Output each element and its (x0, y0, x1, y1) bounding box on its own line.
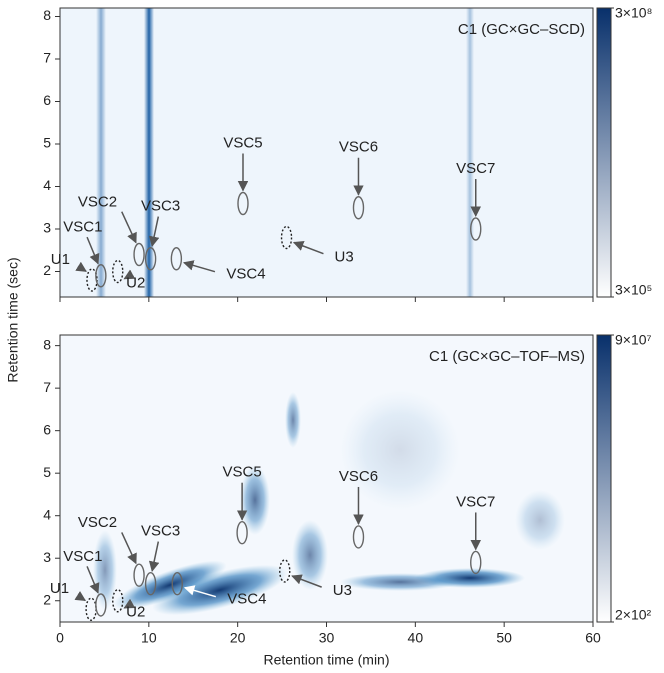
peak-label: VSC4 (226, 266, 265, 283)
y-tick-label: 2 (43, 262, 51, 278)
annotation-arrow (123, 598, 136, 609)
peak-label: VSC7 (456, 493, 495, 510)
y-tick-label: 5 (43, 464, 51, 480)
annotation-arrow (86, 566, 100, 594)
annotation-arrow (183, 585, 217, 598)
annotation-arrow (121, 211, 137, 244)
peak-marker (279, 559, 291, 583)
panel-title: C1 (GC×GC–TOF–MS) (429, 348, 585, 365)
peak-marker (144, 572, 157, 596)
colorbar (596, 7, 612, 298)
peak-label: VSC6 (339, 139, 378, 156)
peak-marker (470, 217, 482, 241)
peak-marker (133, 563, 145, 587)
annotation-arrow (121, 532, 137, 565)
peak-marker (112, 259, 124, 284)
peak-label: U2 (126, 604, 145, 621)
peak-marker (95, 593, 107, 617)
y-tick-label: 4 (43, 177, 51, 193)
peak-label: U1 (50, 580, 69, 597)
y-tick-label: 7 (43, 379, 51, 395)
colorbar-tick-label: 9×10⁷ (615, 332, 652, 348)
annotation-arrow (291, 574, 322, 588)
heatmap-blobs (93, 390, 565, 616)
peak-marker (352, 525, 365, 549)
peak-marker (95, 264, 107, 288)
peak-label: VSC3 (141, 523, 180, 540)
annotation-arrow (86, 236, 100, 265)
y-tick-label: 6 (43, 421, 51, 437)
x-tick-label: 60 (585, 630, 601, 646)
y-axis-label: Retention time (sec) (5, 257, 21, 382)
peak-label: U3 (333, 582, 352, 599)
peak-marker (170, 247, 183, 271)
y-tick-label: 3 (43, 549, 51, 565)
y-tick-label: 6 (43, 92, 51, 108)
peak-label: VSC5 (223, 134, 262, 151)
peak-label: VSC5 (223, 464, 262, 481)
peak-label: U3 (335, 248, 354, 265)
panel-title: C1 (GC×GC–SCD) (458, 21, 585, 38)
heatmap-background (60, 8, 593, 297)
peak-marker (237, 191, 249, 216)
x-tick-label: 10 (141, 630, 157, 646)
peak-label: VSC6 (339, 468, 378, 485)
peak-label: VSC7 (456, 160, 495, 177)
peak-marker (86, 268, 98, 292)
x-tick-label: 30 (319, 630, 335, 646)
annotation-arrow (123, 269, 136, 280)
y-tick-label: 4 (43, 506, 51, 522)
heatmap-streak (96, 8, 106, 297)
y-tick-label: 5 (43, 135, 51, 151)
annotation-arrow (74, 591, 87, 602)
heatmap-streak (466, 8, 474, 297)
colorbar-tick-label: 3×10⁸ (615, 5, 653, 21)
peak-label: VSC2 (78, 514, 117, 531)
peak-label: VSC3 (141, 198, 180, 215)
annotation-arrow (148, 216, 160, 248)
peak-marker (133, 242, 145, 267)
peak-marker (470, 550, 482, 575)
annotation-arrow (75, 261, 87, 272)
y-tick-label: 3 (43, 220, 51, 236)
x-tick-label: 0 (56, 630, 64, 646)
peak-label: U1 (51, 251, 70, 268)
y-tick-label: 8 (43, 336, 51, 352)
colorbar-tick-label: 2×10² (615, 607, 652, 623)
peak-marker (144, 247, 157, 271)
y-tick-label: 8 (43, 7, 51, 23)
peak-label: VSC1 (63, 219, 102, 236)
peak-marker (171, 572, 183, 596)
peak-marker (280, 225, 293, 250)
annotation-arrow (182, 260, 216, 273)
peak-marker (352, 196, 365, 220)
peak-label: U2 (126, 274, 145, 291)
x-tick-label: 20 (230, 630, 246, 646)
annotation-arrow (292, 240, 324, 255)
peak-label: VSC4 (227, 591, 266, 608)
peak-marker (236, 521, 248, 545)
x-tick-label: 40 (408, 630, 424, 646)
peak-marker (112, 589, 124, 613)
colorbar-tick-label: 3×10⁵ (615, 282, 652, 298)
x-axis-label: Retention time (min) (263, 652, 389, 668)
peak-label: VSC2 (78, 193, 117, 210)
annotation-arrow (148, 541, 160, 572)
y-tick-label: 2 (43, 591, 51, 607)
x-tick-label: 50 (496, 630, 512, 646)
peak-label: VSC1 (63, 548, 102, 565)
y-tick-label: 7 (43, 50, 51, 66)
colorbar (596, 334, 612, 623)
heatmap-streak (144, 8, 154, 297)
